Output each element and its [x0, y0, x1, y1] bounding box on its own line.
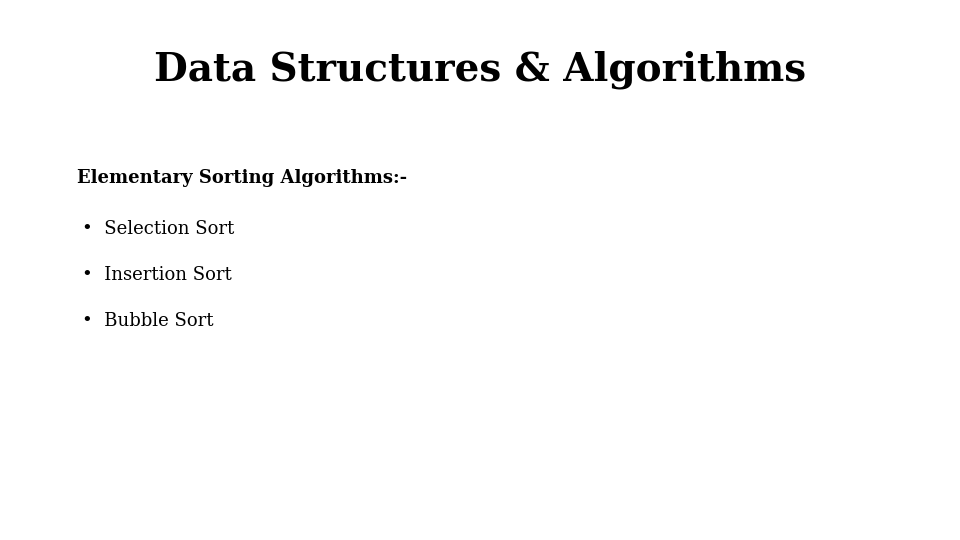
Text: Data Structures & Algorithms: Data Structures & Algorithms [154, 51, 806, 90]
Text: •  Bubble Sort: • Bubble Sort [82, 312, 213, 330]
Text: •  Insertion Sort: • Insertion Sort [82, 266, 231, 285]
Text: Elementary Sorting Algorithms:-: Elementary Sorting Algorithms:- [77, 169, 407, 187]
Text: •  Selection Sort: • Selection Sort [82, 220, 234, 239]
